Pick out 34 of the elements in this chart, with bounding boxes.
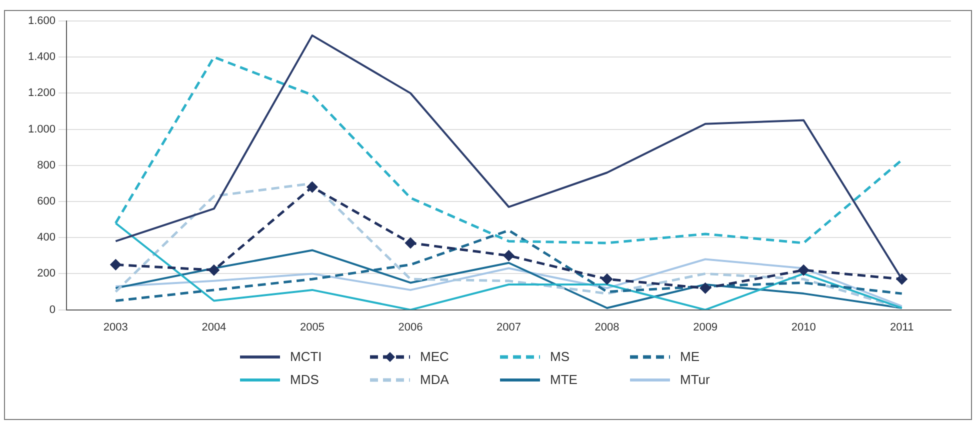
point: [208, 264, 220, 276]
legend-label: ME: [680, 349, 700, 364]
legend-label: MDS: [290, 372, 319, 387]
x-tick-label: 2007: [496, 321, 522, 334]
x-tick-label: 2011: [890, 321, 914, 334]
y-tick-label: 800: [37, 159, 56, 172]
legend-label: MDA: [420, 372, 449, 387]
y-tick-label: 1.000: [28, 123, 56, 136]
legend-label: MTE: [550, 372, 578, 387]
y-tick-label: 1.200: [28, 87, 56, 100]
point: [700, 282, 711, 294]
x-tick-label: 2005: [300, 321, 324, 334]
legend-label: MS: [550, 349, 570, 364]
x-tick-label: 2004: [202, 321, 226, 334]
x-tick-label: 2006: [398, 321, 423, 334]
legend-label: MEC: [420, 349, 449, 364]
x-tick-label: 2010: [791, 321, 816, 334]
y-tick-label: 1.600: [28, 15, 56, 28]
point: [110, 259, 121, 270]
y-tick-label: 0: [49, 304, 56, 316]
y-tick-label: 600: [37, 196, 56, 208]
point: [602, 274, 612, 284]
y-tick-label: 400: [37, 232, 56, 244]
x-tick-label: 2008: [594, 321, 620, 334]
x-tick-label: 2003: [103, 321, 128, 334]
y-tick-label: 1.400: [28, 51, 56, 64]
point: [798, 264, 809, 276]
legend-label: MTur: [680, 372, 710, 387]
point: [504, 250, 514, 261]
point: [405, 238, 416, 248]
legend-label: MCTI: [290, 349, 322, 364]
point: [306, 182, 318, 192]
y-tick-label: 200: [37, 268, 56, 280]
x-tick-label: 2009: [693, 321, 718, 334]
